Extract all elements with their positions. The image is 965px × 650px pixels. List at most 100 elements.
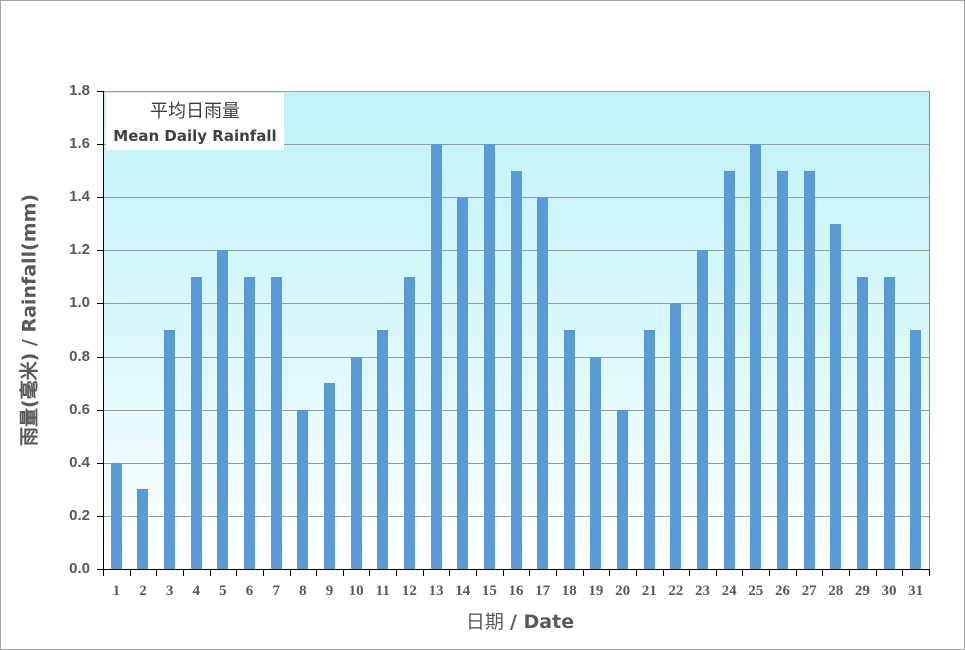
x-tick-label: 30: [881, 583, 897, 599]
bar-day-23: [697, 250, 709, 569]
bar-day-9: [323, 383, 335, 569]
x-tick-label: 1: [112, 583, 121, 599]
x-tick-mark: [262, 569, 264, 576]
x-tick-mark: [609, 569, 611, 576]
x-tick-mark: [715, 569, 717, 576]
bar-day-26: [776, 170, 788, 569]
bar-day-3: [164, 330, 176, 569]
y-tick-label: 0.2: [69, 506, 90, 524]
x-tick-label: 12: [401, 583, 417, 599]
bar-day-20: [617, 409, 629, 569]
x-tick-mark: [396, 569, 398, 576]
x-tick-label: 31: [908, 583, 924, 599]
legend-title-zh: 平均日雨量: [150, 101, 240, 122]
bar-day-11: [377, 330, 389, 569]
x-tick-label: 26: [774, 583, 790, 599]
y-tick-mark: [97, 462, 103, 464]
x-tick-label: 7: [272, 583, 280, 599]
x-axis-title-en: / Date: [509, 611, 575, 633]
y-axis: [103, 91, 104, 570]
x-tick-label: 21: [641, 583, 657, 599]
bar-day-15: [483, 144, 495, 569]
x-tick-mark: [689, 569, 691, 576]
x-tick-label: 3: [165, 583, 174, 599]
x-tick-label: 23: [695, 583, 711, 599]
x-axis: [103, 569, 930, 570]
bar-day-18: [563, 330, 575, 569]
y-tick-label: 1.6: [69, 135, 90, 153]
y-tick-label: 1.2: [69, 241, 90, 259]
x-tick-label: 9: [325, 583, 334, 599]
x-tick-mark: [369, 569, 371, 576]
bar-day-5: [217, 250, 229, 569]
x-tick-label: 5: [219, 583, 227, 599]
x-tick-mark: [875, 569, 877, 576]
x-tick-mark: [316, 569, 318, 576]
x-axis-title-zh: 日期: [465, 611, 504, 633]
bar-day-27: [803, 170, 815, 569]
x-tick-mark: [209, 569, 211, 576]
legend-title-en: Mean Daily Rainfall: [113, 127, 277, 145]
bar-day-24: [723, 170, 735, 569]
x-tick-label: 18: [561, 583, 577, 599]
x-tick-mark: [529, 569, 531, 576]
y-tick-label: 0.8: [69, 347, 90, 365]
x-tick-mark: [635, 569, 637, 576]
bar-day-30: [883, 276, 895, 569]
x-tick-label: 4: [192, 583, 201, 599]
y-tick-label: 1.0: [69, 294, 90, 312]
x-tick-label: 20: [615, 583, 631, 599]
x-tick-label: 14: [455, 583, 471, 599]
bar-day-10: [350, 356, 362, 569]
bar-day-21: [643, 330, 655, 569]
bar-day-22: [670, 303, 682, 569]
y-tick-label: 0.4: [69, 453, 90, 471]
bar-day-19: [590, 356, 602, 569]
y-tick-mark: [97, 91, 103, 92]
x-tick-label: 28: [828, 583, 844, 599]
x-tick-mark: [795, 569, 797, 576]
y-tick-mark: [97, 197, 103, 199]
x-tick-label: 25: [748, 583, 764, 599]
x-tick-mark: [236, 569, 238, 576]
y-tick-label: 0.6: [69, 400, 90, 418]
bar-day-16: [510, 170, 522, 569]
y-tick-label: 1.4: [69, 188, 90, 206]
x-tick-label: 13: [428, 583, 444, 599]
x-tick-label: 6: [245, 583, 254, 599]
x-tick-label: 11: [375, 583, 390, 599]
bar-day-29: [856, 276, 868, 569]
y-tick-mark: [97, 250, 103, 252]
x-tick-label: 8: [299, 583, 307, 599]
x-tick-mark: [662, 569, 664, 576]
bar-day-25: [750, 144, 762, 569]
bar-day-12: [403, 276, 415, 569]
x-tick-label: 22: [668, 583, 684, 599]
x-tick-mark: [156, 569, 158, 576]
x-tick-label: 15: [481, 583, 497, 599]
x-tick-mark: [502, 569, 504, 576]
bar-day-8: [297, 409, 309, 569]
x-axis-title: 日期 / Date: [440, 607, 600, 634]
x-tick-mark: [422, 569, 424, 576]
x-tick-label: 16: [508, 583, 524, 599]
x-tick-mark: [129, 569, 131, 576]
bar-day-17: [537, 197, 549, 569]
x-tick-label: 19: [588, 583, 604, 599]
y-tick-mark: [97, 303, 103, 305]
x-tick-mark: [822, 569, 824, 576]
bar-day-6: [244, 276, 256, 569]
bar-day-7: [270, 276, 282, 569]
x-tick-mark: [929, 569, 930, 576]
y-tick-mark: [97, 144, 103, 146]
x-tick-mark: [902, 569, 904, 576]
y-tick-label: 1.8: [69, 82, 90, 99]
x-tick-mark: [742, 569, 744, 576]
y-tick-label: 0.0: [69, 560, 90, 577]
bar-day-31: [910, 330, 922, 569]
x-tick-mark: [582, 569, 584, 576]
bar-day-2: [137, 489, 149, 569]
bar-day-4: [190, 276, 202, 569]
x-tick-label: 10: [348, 583, 364, 599]
bar-day-13: [430, 144, 442, 569]
